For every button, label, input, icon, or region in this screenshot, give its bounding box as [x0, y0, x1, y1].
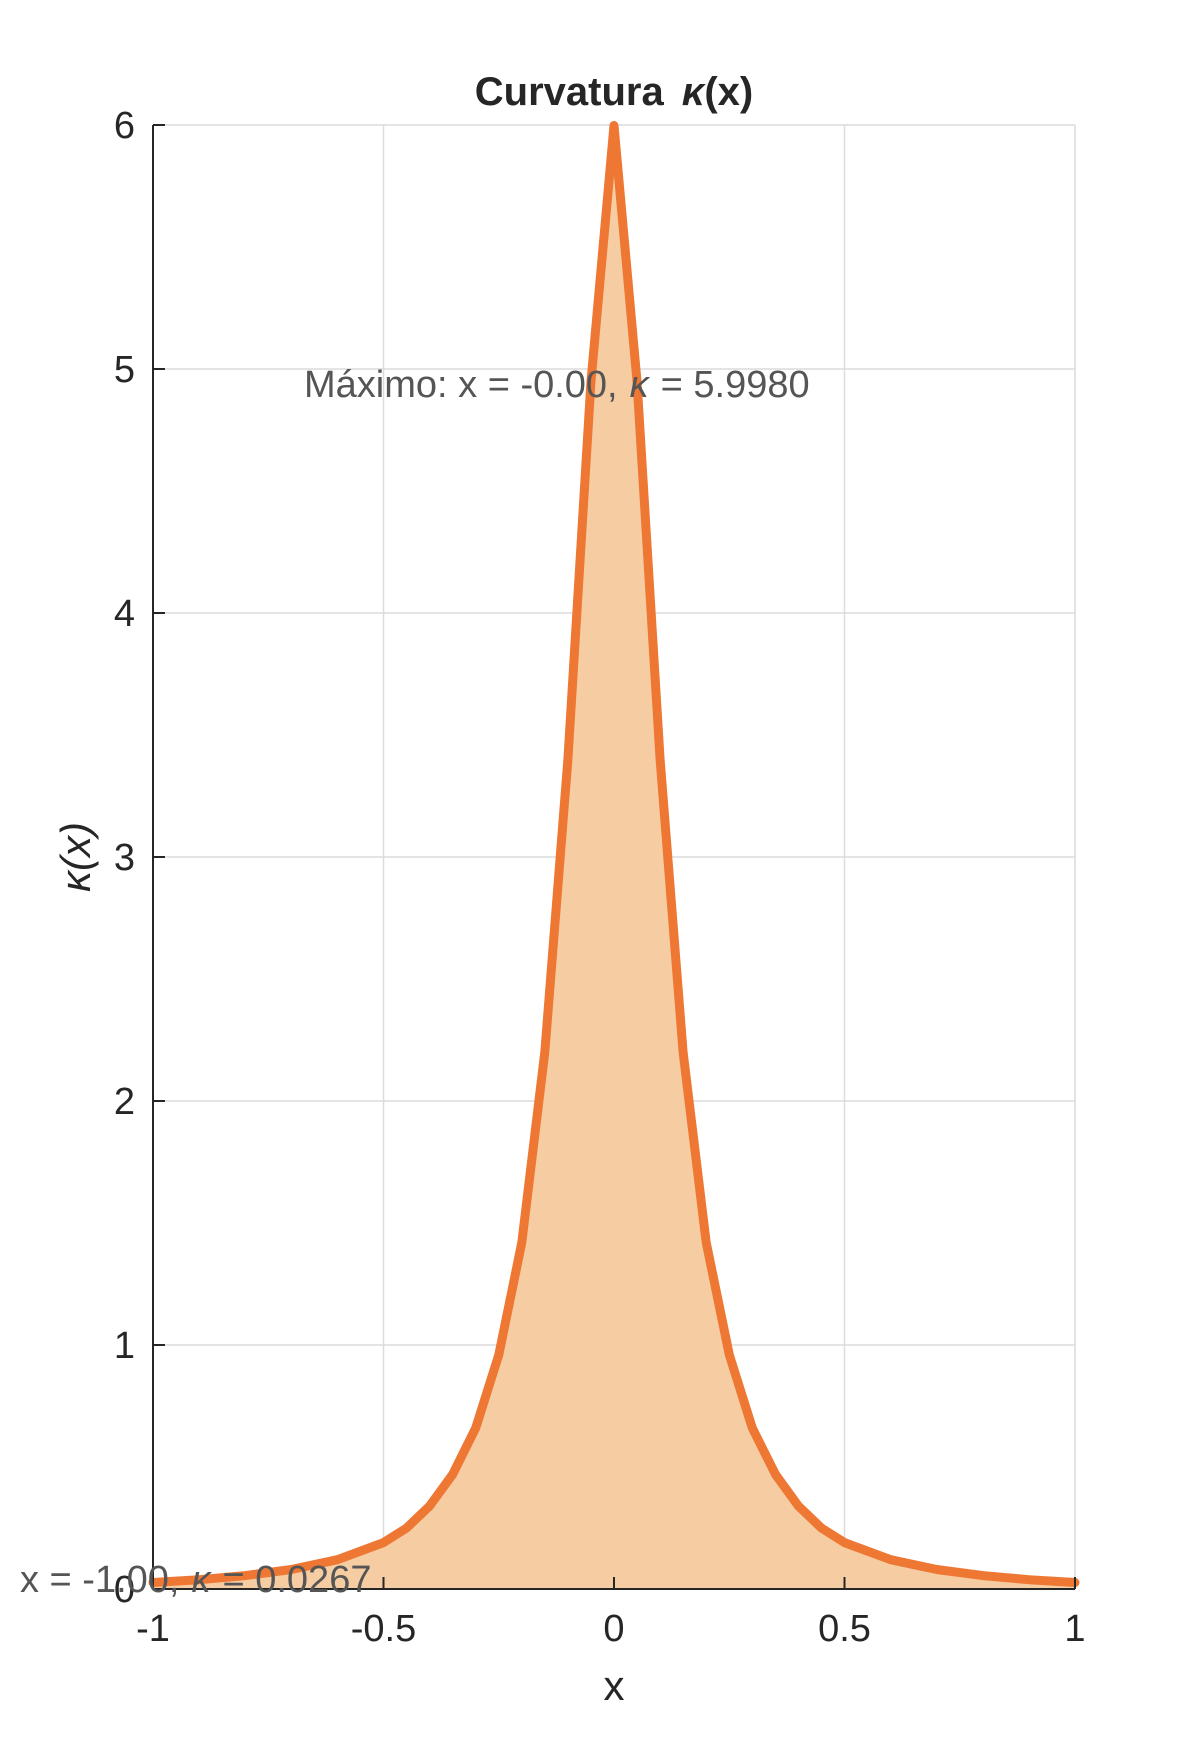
endpoint-annotation: x = -1.00, κ = 0.0267	[20, 1559, 371, 1601]
x-tick-label: 0	[603, 1608, 624, 1650]
max-annotation: Máximo: x = -0.00, κ = 5.9980	[304, 364, 810, 406]
y-tick-label: 0	[114, 1569, 135, 1611]
y-tick-label: 5	[114, 349, 135, 391]
ticks: -1 -0.5 0 0.5 1 0 1 2 3 4 5 6	[114, 105, 1086, 1650]
chart-title: Curvatura κ(x)	[475, 70, 753, 114]
curve-area-fill	[153, 125, 1075, 1589]
x-tick-label: -0.5	[351, 1608, 416, 1650]
y-tick-label: 4	[114, 593, 135, 635]
y-tick-label: 3	[114, 837, 135, 879]
x-tick-label: 1	[1064, 1608, 1085, 1650]
x-axis-label: x	[604, 1662, 625, 1709]
y-tick-label: 6	[114, 105, 135, 147]
y-tick-label: 2	[114, 1081, 135, 1123]
y-axis-label: κ(x)	[52, 822, 99, 892]
y-tick-label: 1	[114, 1325, 135, 1367]
curvature-line	[148, 121, 1080, 1587]
x-tick-label: -1	[136, 1608, 170, 1650]
x-tick-label: 0.5	[818, 1608, 871, 1650]
